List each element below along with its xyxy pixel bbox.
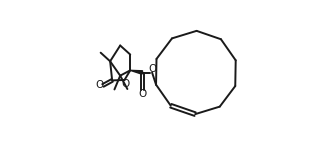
Text: O: O — [96, 80, 104, 90]
Text: O: O — [138, 89, 147, 99]
Text: O: O — [148, 64, 156, 74]
Text: O: O — [121, 79, 129, 89]
Polygon shape — [130, 70, 143, 74]
